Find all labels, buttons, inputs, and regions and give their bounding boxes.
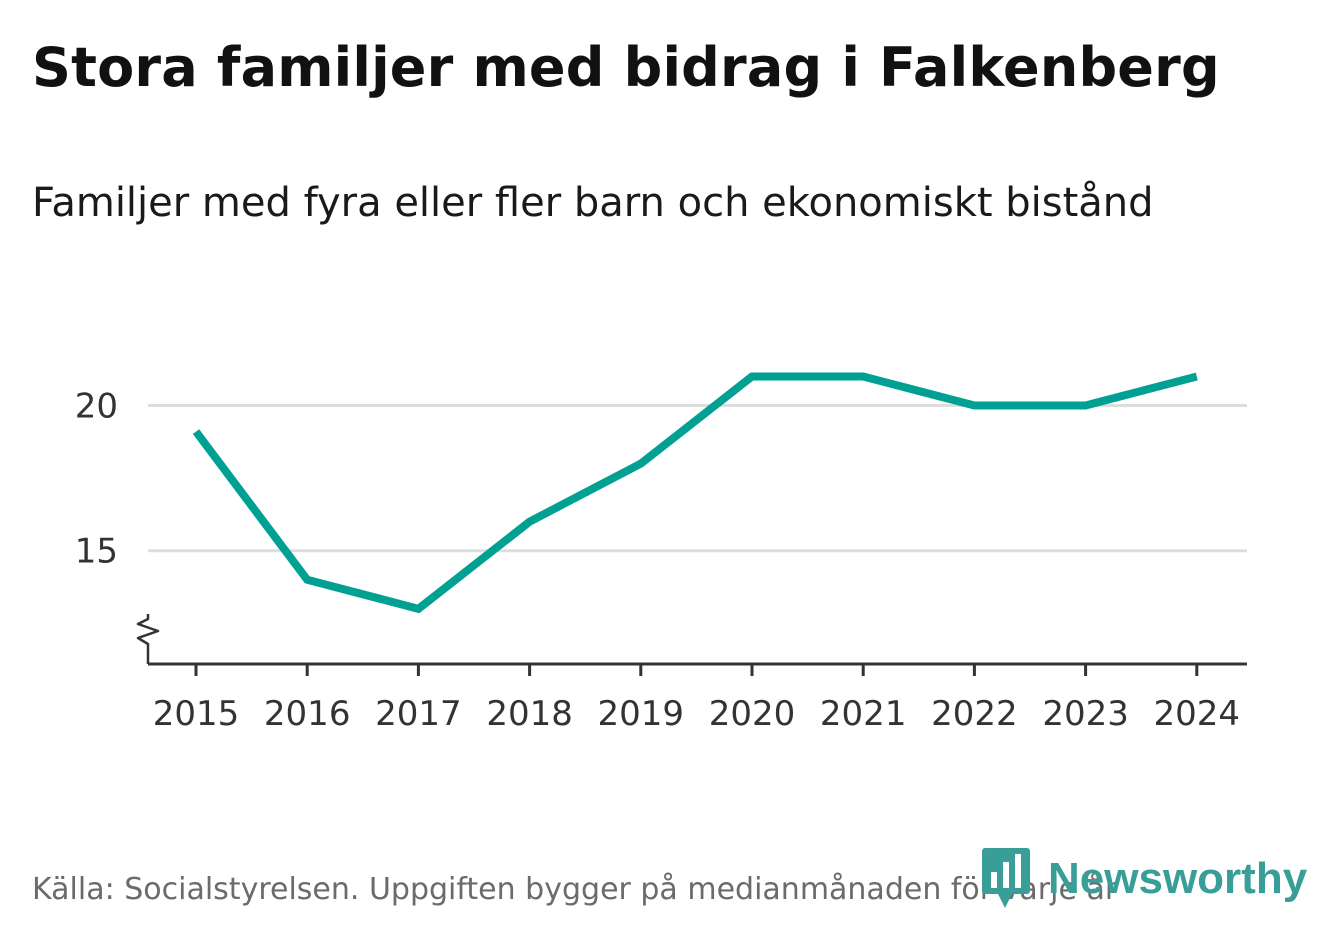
newsworthy-bars-icon — [982, 848, 1030, 908]
gridlines — [148, 404, 1247, 553]
x-tick-label: 2019 — [598, 694, 685, 734]
series-line — [192, 372, 1198, 614]
x-tick-label: 2020 — [709, 694, 796, 734]
x-tick-label: 2023 — [1042, 694, 1129, 734]
chart-title: Stora familjer med bidrag i Falkenberg — [32, 36, 1220, 99]
y-tick-label: 20 — [75, 387, 118, 427]
newsworthy-logo: Newsworthy — [982, 848, 1307, 910]
logo-text: Newsworthy — [1048, 854, 1308, 903]
x-tick-label: 2015 — [153, 694, 240, 734]
y-tick-label: 15 — [75, 532, 118, 572]
x-tick-label: 2024 — [1154, 694, 1241, 734]
x-tick-label: 2022 — [931, 694, 1018, 734]
x-tick-label: 2017 — [375, 694, 462, 734]
x-tick-label: 2016 — [264, 694, 351, 734]
x-tick-label: 2018 — [486, 694, 573, 734]
source-note: Källa: Socialstyrelsen. Uppgiften bygger… — [32, 872, 1118, 907]
axis-break-icon — [136, 614, 160, 664]
x-axis: 2015 2016 2017 2018 2019 2020 2021 2022 2023 2024 — [148, 662, 1247, 734]
x-tick-label: 2021 — [820, 694, 907, 734]
chart-subtitle: Familjer med fyra eller fler barn och ek… — [32, 180, 1154, 226]
series-group — [192, 372, 1198, 614]
